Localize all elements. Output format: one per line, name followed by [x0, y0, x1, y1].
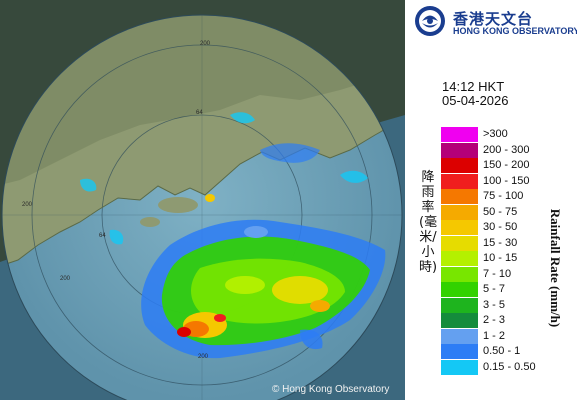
- legend-label: 75 - 100: [483, 190, 524, 202]
- logo: 香港天文台 HONG KONG OBSERVATORY: [413, 4, 577, 40]
- legend-label: 3 - 5: [483, 298, 506, 311]
- island-shape: [140, 217, 160, 227]
- legend-item: 30 - 50: [441, 220, 577, 235]
- rain-area-scattered: [300, 329, 323, 350]
- range-label: 200: [200, 41, 211, 47]
- rain-cell: [214, 314, 226, 322]
- rain-cell: [272, 276, 328, 304]
- legend-label: 15 - 30: [483, 236, 518, 249]
- legend-swatch: [441, 173, 478, 189]
- rain-cell: [225, 276, 265, 294]
- legend-item: >300: [441, 127, 577, 142]
- legend-label: 30 - 50: [483, 221, 518, 233]
- legend-swatch: [441, 297, 478, 313]
- legend-item: 10 - 15: [441, 251, 577, 266]
- range-label: 64: [99, 233, 106, 239]
- rain-area-scattered: [80, 178, 97, 192]
- legend-label: 50 - 75: [483, 205, 518, 218]
- legend-label: 1 - 2: [483, 329, 506, 342]
- legend-swatch: [441, 266, 478, 282]
- logo-name-en: HONG KONG OBSERVATORY: [453, 26, 577, 36]
- legend-swatch: [441, 344, 478, 359]
- legend-item: 75 - 100: [441, 189, 577, 204]
- legend-label: 0.50 - 1: [483, 345, 521, 357]
- range-label: 200: [198, 354, 209, 360]
- legend-swatch: [441, 142, 478, 158]
- legend-item: 5 - 7: [441, 282, 577, 297]
- legend-swatch: [441, 235, 478, 251]
- legend-swatch: [441, 251, 478, 266]
- legend-label: 7 - 10: [483, 267, 512, 280]
- legend-item: 3 - 5: [441, 297, 577, 313]
- legend-swatch: [441, 158, 478, 173]
- legend-swatch: [441, 328, 478, 344]
- rain-area-scattered: [230, 112, 255, 124]
- radar-map: 200 64 200 200 64 200 © Hong Kong Observ…: [0, 0, 405, 405]
- range-label: 64: [196, 110, 203, 116]
- legend-item: 2 - 3: [441, 313, 577, 328]
- legend-title-en: Rainfall Rate (mm/h): [548, 208, 563, 328]
- legend-panel: 香港天文台 HONG KONG OBSERVATORY 14:12 HKT 05…: [405, 0, 577, 400]
- legend-label: 100 - 150: [483, 174, 530, 187]
- land-shading: [2, 15, 402, 185]
- rain-area-scattered: [260, 143, 320, 163]
- legend-title-cn: 降雨率(毫米/小時): [419, 170, 438, 275]
- legend-item: 15 - 30: [441, 235, 577, 251]
- legend-item: 0.15 - 0.50: [441, 359, 577, 375]
- legend-swatch: [441, 127, 478, 142]
- range-label: 200: [22, 202, 33, 208]
- time-label: 14:12 HKT: [442, 79, 505, 94]
- legend-item: 7 - 10: [441, 266, 577, 282]
- legend-label: 150 - 200: [483, 159, 530, 171]
- legend-label: >300: [483, 128, 508, 140]
- legend-swatch: [441, 189, 478, 204]
- legend-swatch: [441, 220, 478, 235]
- legend-label: 0.15 - 0.50: [483, 360, 536, 373]
- legend-label: 2 - 3: [483, 314, 506, 326]
- legend-item: 200 - 300: [441, 142, 577, 158]
- legend-swatch: [441, 204, 478, 220]
- legend-item: 100 - 150: [441, 173, 577, 189]
- copyright-text: © Hong Kong Observatory: [272, 384, 390, 395]
- legend-label: 200 - 300: [483, 143, 530, 156]
- logo-name-cn: 香港天文台: [453, 10, 534, 28]
- radar-map-image: 200 64 200 200 64 200: [0, 0, 405, 405]
- rain-area-scattered: [109, 229, 124, 245]
- legend-swatch: [441, 359, 478, 375]
- rain-area-scattered: [340, 170, 368, 183]
- legend-item: 150 - 200: [441, 158, 577, 173]
- rain-cell: [244, 226, 268, 238]
- legend-label: 10 - 15: [483, 252, 518, 264]
- rain-area-heavy: [191, 258, 345, 324]
- rain-echoes: [80, 112, 386, 359]
- range-label: 200: [60, 276, 71, 282]
- legend-item: 1 - 2: [441, 328, 577, 344]
- legend-item: 50 - 75: [441, 204, 577, 220]
- legend-label: 5 - 7: [483, 283, 506, 295]
- legend-item: 0.50 - 1: [441, 344, 577, 359]
- rain-cell: [310, 300, 330, 312]
- island-shape: [158, 197, 198, 213]
- date-label: 05-04-2026: [442, 93, 509, 108]
- legend-swatch: [441, 282, 478, 297]
- rain-cell: [205, 194, 215, 202]
- rain-cell: [177, 327, 191, 337]
- legend-swatch: [441, 313, 478, 328]
- hko-logo-icon: [415, 6, 445, 36]
